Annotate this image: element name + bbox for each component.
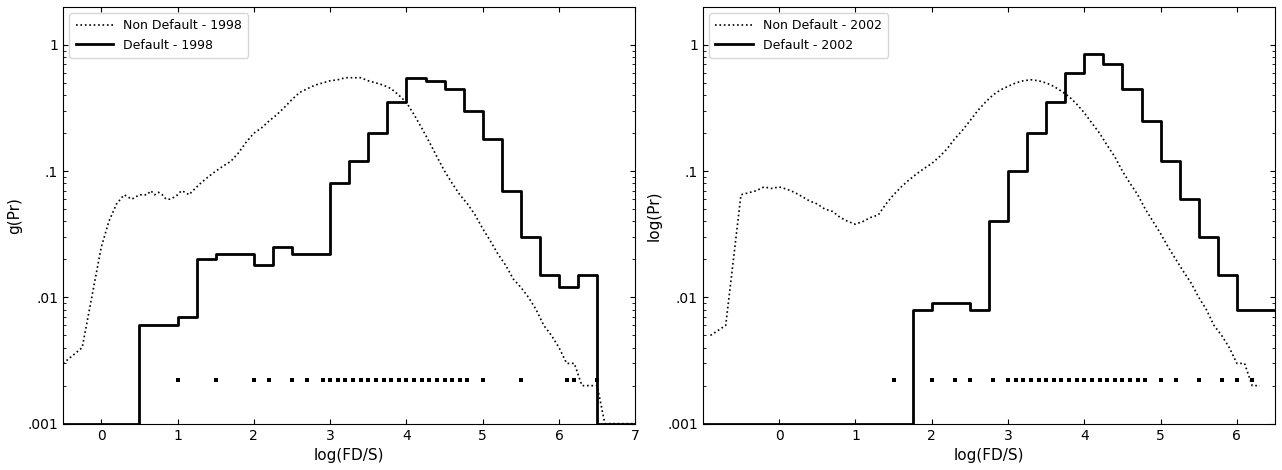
Non Default - 1998 bbox=[269, 112, 285, 118]
Default - 1998 bbox=[55, 421, 71, 426]
Default - 1998 bbox=[476, 108, 491, 114]
Default - 2002 bbox=[1133, 86, 1149, 92]
Line: Default - 1998: Default - 1998 bbox=[63, 78, 636, 423]
Default - 2002 bbox=[695, 421, 710, 426]
Non Default - 2002 bbox=[1253, 383, 1268, 389]
Non Default - 1998 bbox=[167, 195, 182, 200]
Non Default - 2002 bbox=[1023, 77, 1038, 83]
X-axis label: log(FD/S): log(FD/S) bbox=[314, 448, 385, 463]
Non Default - 2002 bbox=[703, 333, 718, 338]
Non Default - 1998 bbox=[223, 158, 238, 164]
Y-axis label: g(Pr): g(Pr) bbox=[6, 197, 22, 234]
Default - 1998 bbox=[285, 251, 300, 257]
Non Default - 1998 bbox=[337, 75, 353, 80]
Default - 2002 bbox=[981, 219, 996, 224]
Default - 1998 bbox=[456, 86, 472, 92]
Default - 1998 bbox=[628, 421, 644, 426]
Non Default - 2002 bbox=[795, 194, 810, 199]
Non Default - 1998 bbox=[360, 78, 376, 84]
Default - 2002 bbox=[1077, 51, 1092, 57]
Non Default - 1998 bbox=[55, 360, 71, 366]
Default - 2002 bbox=[1019, 168, 1035, 174]
Default - 2002 bbox=[1268, 307, 1282, 313]
Default - 2002 bbox=[1000, 219, 1015, 224]
Default - 2002 bbox=[1019, 168, 1035, 174]
Non Default - 1998 bbox=[597, 421, 613, 426]
Non Default - 2002 bbox=[1245, 383, 1260, 389]
Default - 1998 bbox=[246, 251, 262, 257]
Non Default - 1998 bbox=[628, 421, 644, 426]
Line: Non Default - 2002: Non Default - 2002 bbox=[710, 80, 1260, 386]
Line: Default - 2002: Default - 2002 bbox=[703, 54, 1276, 423]
Default - 1998 bbox=[399, 75, 414, 80]
Legend: Non Default - 2002, Default - 2002: Non Default - 2002, Default - 2002 bbox=[709, 13, 888, 58]
Non Default - 2002 bbox=[1183, 280, 1199, 286]
Default - 2002 bbox=[963, 300, 978, 306]
Line: Non Default - 1998: Non Default - 1998 bbox=[63, 78, 636, 423]
Non Default - 2002 bbox=[947, 136, 963, 142]
X-axis label: log(FD/S): log(FD/S) bbox=[954, 448, 1024, 463]
Non Default - 1998 bbox=[231, 150, 246, 156]
Non Default - 2002 bbox=[886, 192, 901, 197]
Default - 1998 bbox=[188, 314, 204, 320]
Non Default - 1998 bbox=[285, 97, 300, 102]
Non Default - 2002 bbox=[847, 221, 863, 227]
Y-axis label: log(Pr): log(Pr) bbox=[646, 190, 662, 241]
Legend: Non Default - 1998, Default - 1998: Non Default - 1998, Default - 1998 bbox=[69, 13, 249, 58]
Default - 1998 bbox=[418, 75, 433, 80]
Non Default - 2002 bbox=[1015, 78, 1031, 84]
